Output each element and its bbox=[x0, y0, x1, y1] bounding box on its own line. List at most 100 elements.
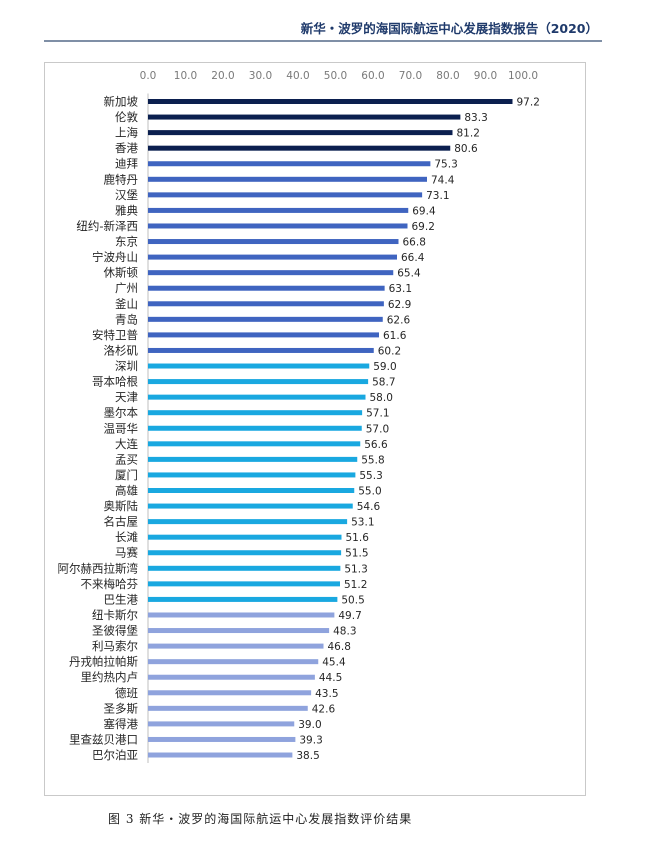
bar bbox=[148, 223, 408, 229]
value-label: 55.3 bbox=[359, 470, 382, 482]
category-label: 安特卫普 bbox=[92, 328, 138, 342]
category-label: 马赛 bbox=[115, 546, 138, 560]
bar bbox=[148, 659, 319, 665]
bar bbox=[148, 379, 369, 385]
bar bbox=[148, 192, 423, 198]
category-label: 孟买 bbox=[115, 452, 138, 466]
bar bbox=[148, 550, 342, 556]
category-label: 纽卡斯尔 bbox=[92, 608, 138, 622]
value-label: 51.5 bbox=[345, 548, 368, 560]
category-label: 深圳 bbox=[115, 359, 138, 373]
category-label: 德班 bbox=[115, 686, 138, 700]
value-label: 74.4 bbox=[431, 174, 455, 186]
value-label: 48.3 bbox=[333, 626, 356, 638]
bar bbox=[148, 534, 342, 540]
category-label: 里约热内卢 bbox=[81, 670, 139, 684]
bar bbox=[148, 488, 355, 493]
value-label: 39.3 bbox=[299, 734, 322, 746]
bar bbox=[148, 674, 315, 680]
value-label: 75.3 bbox=[434, 159, 457, 171]
category-label: 墨尔本 bbox=[104, 406, 139, 420]
value-label: 59.0 bbox=[373, 361, 396, 373]
bar bbox=[148, 612, 335, 618]
bar bbox=[148, 145, 451, 151]
value-label: 50.5 bbox=[341, 594, 364, 606]
value-label: 81.2 bbox=[457, 128, 480, 140]
category-label: 阿尔赫西拉斯湾 bbox=[58, 561, 139, 575]
value-label: 66.8 bbox=[403, 237, 426, 249]
bar bbox=[148, 752, 293, 758]
bar bbox=[148, 114, 461, 120]
bar bbox=[148, 207, 409, 213]
bar bbox=[148, 161, 431, 167]
value-label: 46.8 bbox=[328, 641, 351, 653]
value-label: 73.1 bbox=[426, 190, 449, 202]
value-label: 55.8 bbox=[361, 454, 384, 466]
x-tick-label: 90.0 bbox=[474, 70, 497, 82]
category-label: 汉堡 bbox=[115, 188, 138, 202]
bar bbox=[148, 285, 385, 291]
bar bbox=[148, 441, 361, 447]
bar bbox=[148, 363, 370, 369]
category-label: 温哥华 bbox=[104, 421, 139, 435]
bar bbox=[148, 596, 338, 602]
value-label: 44.5 bbox=[319, 672, 342, 684]
value-label: 62.9 bbox=[388, 299, 411, 311]
category-label: 上海 bbox=[115, 126, 138, 140]
value-label: 53.1 bbox=[351, 517, 374, 529]
value-label: 42.6 bbox=[312, 703, 336, 715]
bar bbox=[148, 176, 427, 182]
category-label: 天津 bbox=[115, 390, 138, 404]
value-label: 83.3 bbox=[464, 112, 487, 124]
bar bbox=[148, 316, 383, 322]
bar bbox=[148, 301, 384, 307]
category-label: 里查兹贝港口 bbox=[69, 732, 138, 746]
value-label: 97.2 bbox=[517, 97, 540, 109]
value-label: 51.6 bbox=[346, 532, 370, 544]
bar bbox=[148, 254, 397, 260]
value-label: 58.7 bbox=[372, 377, 395, 389]
category-label: 雅典 bbox=[115, 203, 138, 217]
chart-frame: 0.0 10.0 20.0 30.0 40.0 50.0 60.0 70.0 80.0 90.0 1… bbox=[44, 62, 586, 796]
category-label: 圣多斯 bbox=[104, 701, 139, 715]
category-label: 不来梅哈芬 bbox=[81, 577, 139, 591]
bar bbox=[148, 690, 312, 696]
value-label: 51.3 bbox=[344, 563, 367, 575]
value-label: 60.2 bbox=[378, 345, 401, 357]
bar bbox=[148, 239, 399, 245]
value-label: 51.2 bbox=[344, 579, 367, 591]
x-tick-label: 70.0 bbox=[399, 70, 422, 82]
value-label: 69.4 bbox=[412, 205, 436, 217]
value-label: 56.6 bbox=[364, 439, 388, 451]
value-label: 63.1 bbox=[389, 283, 412, 295]
x-tick-label: 50.0 bbox=[324, 70, 347, 82]
category-label: 大连 bbox=[115, 437, 138, 451]
x-tick-label: 100.0 bbox=[508, 70, 538, 82]
value-label: 61.6 bbox=[383, 330, 407, 342]
bar-chart: 0.0 10.0 20.0 30.0 40.0 50.0 60.0 70.0 80.0 90.0 1… bbox=[58, 70, 540, 764]
category-label: 伦敦 bbox=[115, 110, 138, 124]
category-label: 新加坡 bbox=[104, 95, 139, 109]
value-label: 43.5 bbox=[315, 688, 338, 700]
bar bbox=[148, 736, 296, 742]
value-label: 54.6 bbox=[357, 501, 381, 513]
x-tick-label: 30.0 bbox=[249, 70, 272, 82]
value-label: 49.7 bbox=[338, 610, 361, 622]
bar bbox=[148, 581, 340, 587]
bar bbox=[148, 643, 324, 649]
bar bbox=[148, 394, 366, 400]
bar bbox=[148, 410, 363, 416]
bar bbox=[148, 347, 374, 353]
x-tick-label: 10.0 bbox=[174, 70, 197, 82]
x-tick-label: 20.0 bbox=[211, 70, 234, 82]
bar bbox=[148, 425, 362, 431]
category-label: 洛杉矶 bbox=[104, 343, 139, 357]
category-label: 东京 bbox=[115, 235, 138, 249]
category-label: 奥斯陆 bbox=[104, 499, 139, 513]
x-tick-label: 0.0 bbox=[140, 70, 157, 82]
category-label: 青岛 bbox=[115, 312, 138, 326]
category-label: 名古屋 bbox=[104, 515, 139, 529]
value-label: 57.1 bbox=[366, 408, 389, 420]
category-label: 利马索尔 bbox=[92, 639, 138, 653]
category-label: 厦门 bbox=[115, 468, 138, 482]
